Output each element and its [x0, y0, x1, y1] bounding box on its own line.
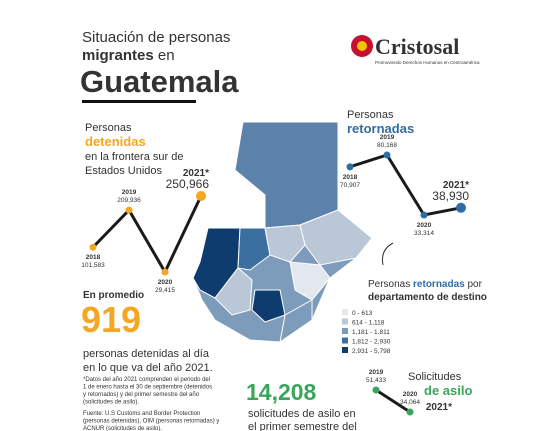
- title-line: migrantes en: [82, 47, 175, 64]
- source-line: (personas detenidas), OIM (personas reto…: [83, 419, 219, 425]
- point: [161, 268, 169, 276]
- logo-tagline: Promoviendo Derechos Humanos en Centroam…: [375, 60, 480, 65]
- text: Personas: [347, 109, 394, 121]
- caption-highlight: retornadas: [413, 279, 465, 290]
- logo: Cristosal Promoviendo Derechos Humanos e…: [351, 34, 480, 65]
- highlight: de asilo: [424, 383, 472, 398]
- region: [264, 224, 306, 263]
- point: [420, 211, 428, 219]
- region: [289, 261, 331, 301]
- legend-label: 2,931 - 5,798: [352, 348, 391, 355]
- line: [91, 195, 203, 276]
- legend-label: 0 - 613: [352, 310, 373, 317]
- x-label: 2018: [343, 174, 358, 181]
- legend-swatch: [342, 309, 348, 315]
- region: [237, 227, 271, 271]
- title-bold: migrantes: [82, 47, 154, 64]
- footnote-line: 1 de enero hasta el 30 de septiembre (de…: [83, 385, 212, 391]
- legend-label: 1,812 - 2,930: [352, 339, 391, 346]
- text: Personas: [85, 122, 132, 134]
- caption: por: [468, 279, 483, 290]
- caption: Personas: [368, 279, 410, 290]
- text: el primer semestre del: [248, 421, 357, 431]
- title-rule: [82, 100, 196, 103]
- x-label: 2019: [122, 189, 137, 196]
- footnote-line: *Datos del año 2021 comprenden el period…: [83, 377, 210, 383]
- point: [456, 202, 466, 213]
- logo-name: Cristosal: [375, 34, 459, 59]
- text: en la frontera sur de: [85, 151, 183, 163]
- legend-swatch: [342, 318, 348, 325]
- point: [346, 163, 354, 171]
- x-label: 2018: [86, 254, 101, 261]
- x-label: 2020: [417, 222, 432, 229]
- region: [234, 121, 339, 229]
- footnote-line: (solicitudes de asilo).: [83, 400, 139, 406]
- highlight: retornadas: [347, 121, 414, 136]
- legend-label: 614 - 1,118: [352, 320, 385, 327]
- text: En promedio: [83, 290, 144, 301]
- legend-swatch: [342, 337, 348, 344]
- value-label: 250,966: [166, 177, 210, 191]
- legend-label: 1,181 - 1,811: [352, 329, 390, 336]
- x-label: 2020: [158, 279, 173, 286]
- point: [196, 191, 206, 201]
- footnote: *Datos del año 2021 comprenden el period…: [83, 377, 219, 431]
- legend-caption: departamento de destino: [368, 292, 487, 303]
- text: Estados Unidos: [85, 165, 163, 177]
- footnote-line: y retornados) y del primer semestre del …: [83, 392, 200, 398]
- x-label: 2021*: [443, 180, 469, 191]
- big-number: 14,208: [246, 379, 317, 405]
- map: [192, 121, 373, 344]
- x-label: 2020: [403, 391, 418, 398]
- point: [125, 206, 133, 214]
- value-label: 33,314: [414, 230, 434, 237]
- region: [279, 299, 313, 344]
- x-label: 2019: [369, 369, 384, 376]
- legend: 0 - 613 614 - 1,118 1,181 - 1,811 1,812 - 2…: [342, 309, 391, 355]
- text: en lo que va del año 2021.: [83, 362, 213, 374]
- value-label: 209,936: [117, 197, 141, 204]
- legend-swatch: [342, 347, 348, 353]
- value-label: 80,168: [377, 142, 397, 149]
- region: [251, 289, 286, 323]
- point: [89, 243, 97, 251]
- value-label: 51,433: [366, 377, 386, 384]
- x-label: 2021*: [183, 168, 209, 179]
- legend-swatch: [342, 328, 348, 334]
- point: [406, 408, 414, 416]
- line: [375, 388, 411, 414]
- arrow: [382, 242, 394, 266]
- region: [214, 267, 253, 316]
- point: [383, 151, 391, 159]
- text: Solicitudes: [408, 371, 462, 383]
- value-label: 34,064: [400, 399, 420, 406]
- value-label: 101,583: [81, 262, 105, 269]
- highlight: detenidas: [85, 134, 146, 149]
- title-after: en: [158, 47, 175, 64]
- value-label: 29,415: [155, 287, 175, 294]
- title-line: Situación de personas: [82, 29, 230, 46]
- x-label: 2021*: [426, 402, 452, 413]
- text: personas detenidas al día: [83, 348, 210, 360]
- big-number: 919: [81, 299, 141, 340]
- line: [349, 153, 462, 217]
- title-big: Guatemala: [80, 64, 239, 99]
- text: solicitudes de asilo en: [248, 408, 356, 420]
- source-line: ACNUR (solicitudes de asilo).: [83, 426, 162, 431]
- value-label: 38,930: [432, 189, 469, 203]
- x-label: 2019: [380, 134, 395, 141]
- point: [372, 386, 380, 394]
- logo-icon: [357, 41, 367, 51]
- legend-caption: Personas retornadas por: [368, 279, 483, 290]
- source-line: Fuente: U.S Customs and Border Protectio…: [83, 411, 200, 417]
- value-label: 70,907: [340, 182, 360, 189]
